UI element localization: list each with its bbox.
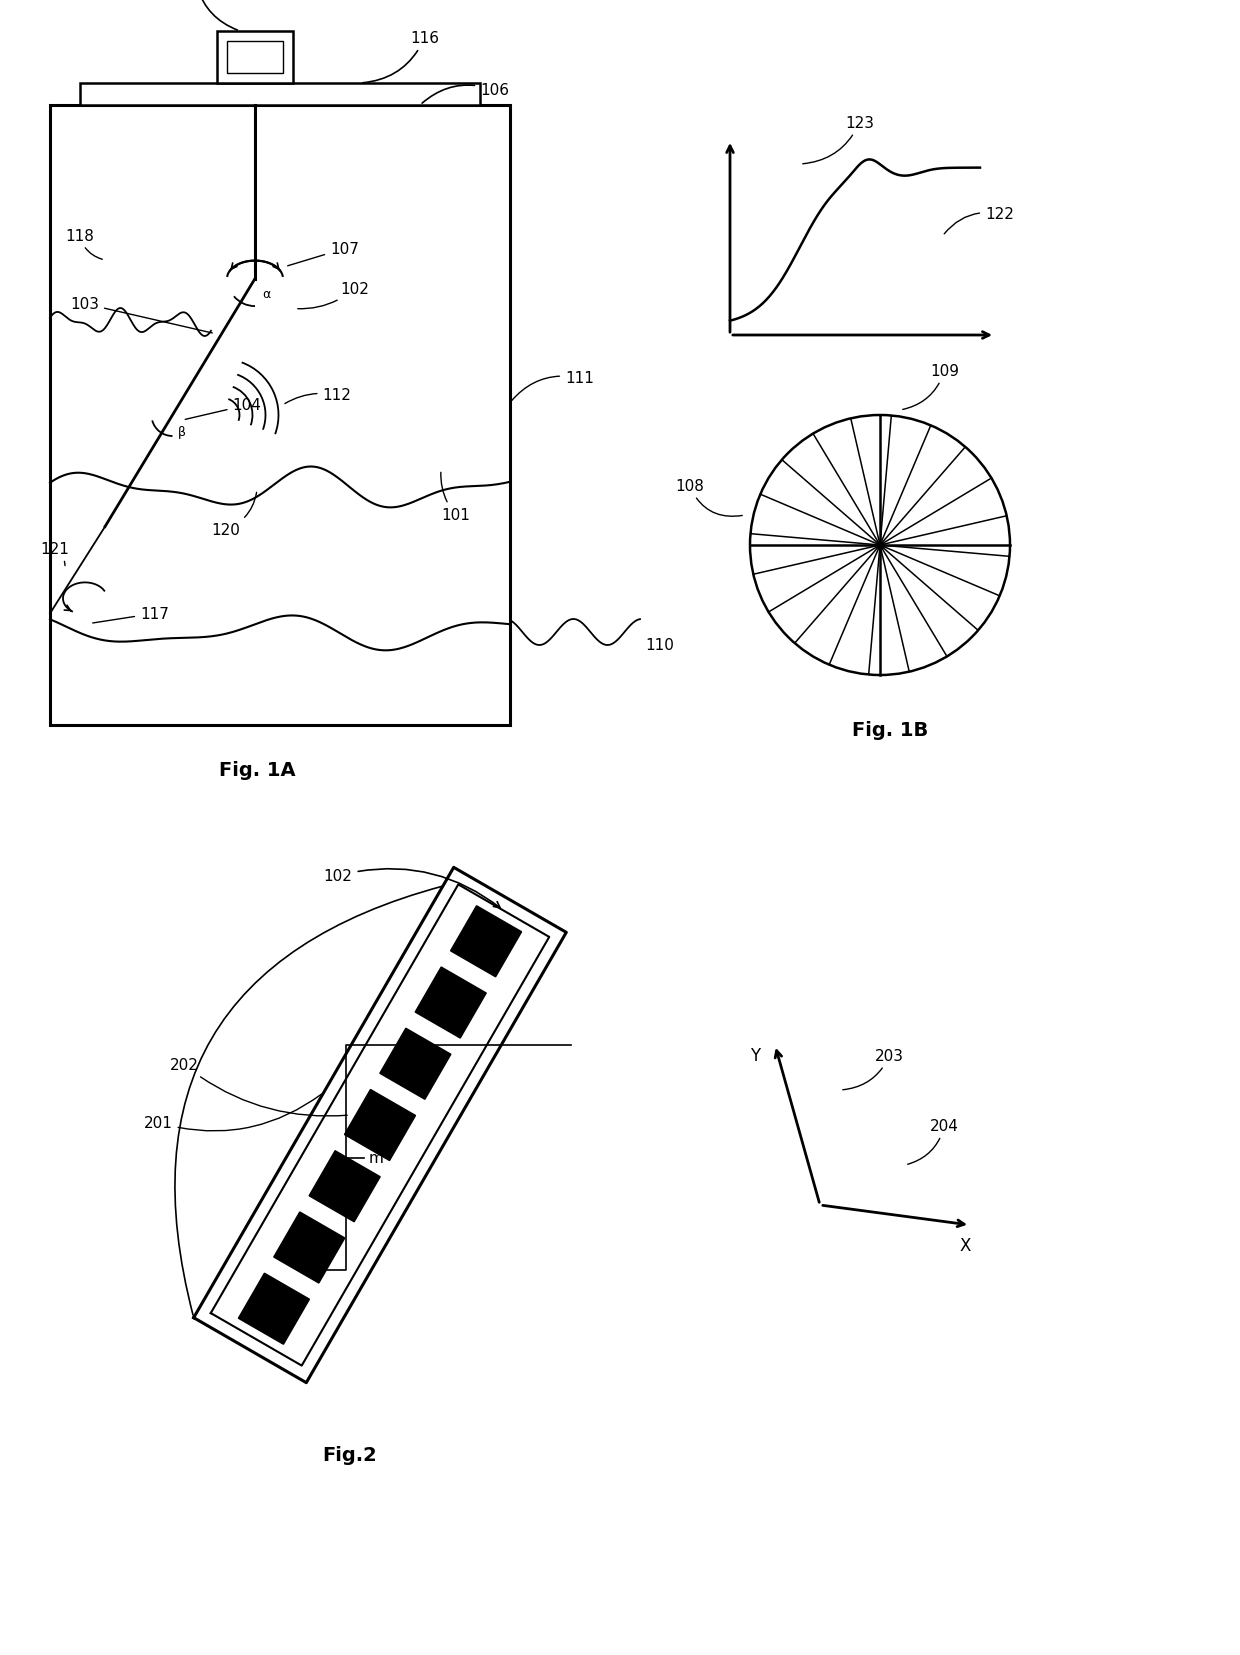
Text: Fig. 1B: Fig. 1B (852, 722, 928, 740)
Text: Y: Y (750, 1046, 760, 1064)
Text: 101: 101 (441, 473, 470, 523)
Text: 122: 122 (944, 207, 1014, 235)
Polygon shape (379, 1029, 451, 1099)
Text: 111: 111 (512, 371, 594, 401)
Text: 112: 112 (285, 389, 351, 404)
Polygon shape (415, 968, 486, 1038)
Bar (217, 31, 293, 84)
Text: 104: 104 (185, 399, 262, 420)
Text: 202: 202 (170, 1058, 347, 1117)
Polygon shape (309, 1150, 381, 1221)
Text: 102: 102 (298, 281, 368, 309)
Polygon shape (345, 1091, 415, 1160)
Text: 118: 118 (64, 228, 103, 260)
Text: X: X (960, 1236, 971, 1254)
Text: 100: 100 (181, 0, 237, 31)
Polygon shape (274, 1211, 345, 1283)
Text: 120: 120 (211, 493, 257, 538)
Text: β: β (177, 425, 186, 439)
Bar (81, 84, 480, 106)
Polygon shape (450, 907, 522, 976)
Text: 103: 103 (69, 296, 212, 334)
Text: 123: 123 (802, 116, 874, 164)
Text: m: m (368, 1150, 383, 1165)
Text: 108: 108 (675, 478, 743, 516)
Bar (227, 41, 283, 74)
Text: 203: 203 (843, 1048, 904, 1091)
Text: 102: 102 (324, 869, 500, 909)
Bar (50, 106, 510, 725)
Text: α: α (262, 288, 270, 301)
Text: 117: 117 (93, 606, 169, 624)
Text: 109: 109 (903, 364, 959, 410)
Text: 121: 121 (40, 541, 69, 566)
Text: 201: 201 (144, 1094, 321, 1132)
Text: 110: 110 (645, 637, 673, 652)
Text: 106: 106 (422, 83, 508, 104)
Text: 107: 107 (288, 242, 358, 266)
Text: 116: 116 (363, 31, 439, 84)
Text: 204: 204 (908, 1119, 959, 1165)
Text: Fig.2: Fig.2 (322, 1445, 377, 1465)
Polygon shape (238, 1273, 310, 1344)
Text: Fig. 1A: Fig. 1A (218, 761, 295, 780)
